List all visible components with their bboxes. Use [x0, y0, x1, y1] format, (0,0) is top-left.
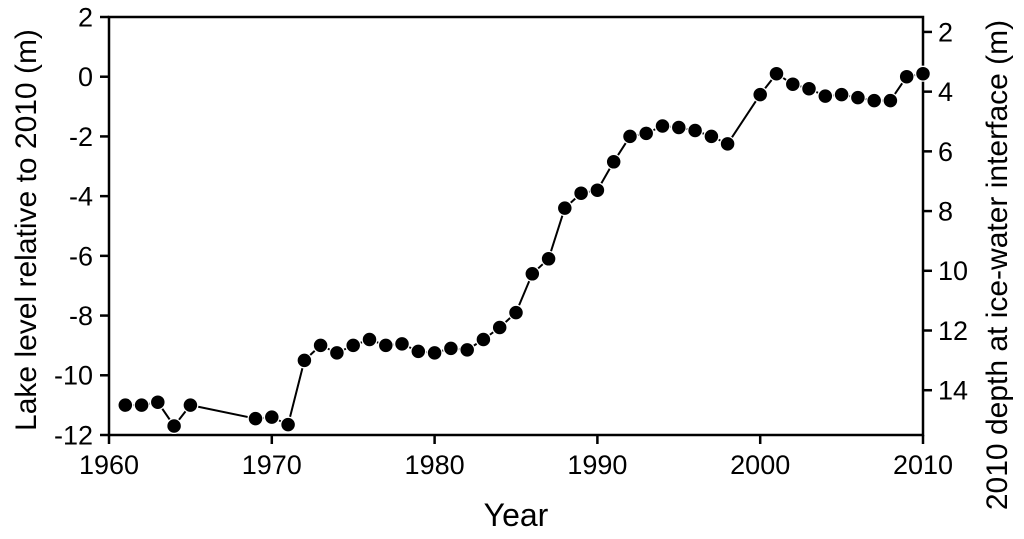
data-point: [573, 185, 590, 202]
plot-frame: [107, 15, 925, 437]
x-tick-label: 2010: [893, 450, 953, 480]
data-point: [914, 65, 932, 82]
data-point: [703, 128, 720, 145]
right-y-tick-label: 10: [938, 256, 968, 286]
x-tick-label: 1960: [79, 450, 139, 480]
data-point: [621, 128, 639, 145]
data-point: [524, 265, 541, 282]
right-y-tick-label: 14: [938, 376, 968, 406]
x-tick-label: 1990: [567, 450, 627, 480]
data-point: [377, 337, 394, 354]
right-y-tick-label: 4: [938, 77, 953, 107]
x-tick-label: 1980: [405, 450, 465, 480]
data-point: [459, 341, 476, 358]
x-axis-title: Year: [484, 497, 549, 533]
left-y-tick-label: -12: [54, 420, 93, 450]
right-y-tick-label: 8: [938, 197, 953, 227]
data-point: [670, 119, 687, 136]
data-point: [361, 331, 378, 348]
data-point: [507, 304, 525, 321]
data-point: [133, 397, 150, 414]
data-point: [117, 397, 134, 414]
data-point: [182, 397, 199, 414]
x-tick-label: 1970: [242, 450, 302, 480]
left-y-axis-title: Lake level relative to 2010 (m): [10, 29, 43, 431]
data-point: [247, 410, 264, 427]
data-point: [882, 92, 899, 109]
left-y-tick-label: 0: [78, 62, 93, 92]
data-point: [540, 250, 557, 267]
data-point: [328, 344, 345, 361]
data-point: [687, 122, 704, 139]
data-point: [866, 92, 883, 109]
plot-area: 1960 1970 1980 1990 2000 2010 2 0 -2 -4 -6 -8 -10 -12…: [54, 2, 968, 480]
data-point: [442, 340, 459, 357]
left-y-tick-label: -4: [69, 182, 93, 212]
left-y-tick-label: -10: [54, 361, 93, 391]
data-point: [280, 416, 297, 433]
left-y-tick-label: -2: [69, 122, 93, 152]
data-point: [393, 335, 411, 352]
data-point: [263, 409, 280, 426]
data-point: [605, 153, 622, 170]
left-y-tick-label: -8: [69, 301, 93, 331]
data-point: [719, 135, 736, 152]
data-point: [491, 319, 508, 336]
data-point: [345, 337, 362, 354]
data-point: [556, 200, 573, 217]
data-point: [752, 86, 769, 103]
data-point: [768, 65, 785, 82]
data-point: [817, 88, 834, 105]
data-point: [589, 182, 606, 199]
right-y-axis-title: 2010 depth at ice-water interface (m): [981, 20, 1014, 510]
data-point: [166, 417, 183, 435]
data-point: [475, 331, 492, 348]
data-point: [410, 343, 427, 360]
data-point: [898, 68, 915, 85]
data-point: [638, 125, 655, 142]
data-point: [833, 86, 850, 103]
left-y-tick-label: 2: [78, 2, 93, 32]
data-point: [426, 344, 443, 361]
right-y-tick-label: 2: [938, 17, 953, 47]
x-tick-label: 2000: [730, 450, 790, 480]
data-point: [654, 117, 671, 135]
data-point: [312, 337, 329, 354]
left-y-tick-label: -6: [69, 241, 93, 271]
data-line: [124, 72, 924, 427]
data-point: [296, 352, 313, 369]
data-point: [849, 89, 866, 106]
data-point: [149, 394, 166, 411]
data-point: [784, 76, 801, 93]
data-point: [800, 80, 818, 97]
right-y-tick-label: 12: [938, 316, 968, 346]
right-y-tick-label: 6: [938, 137, 953, 167]
